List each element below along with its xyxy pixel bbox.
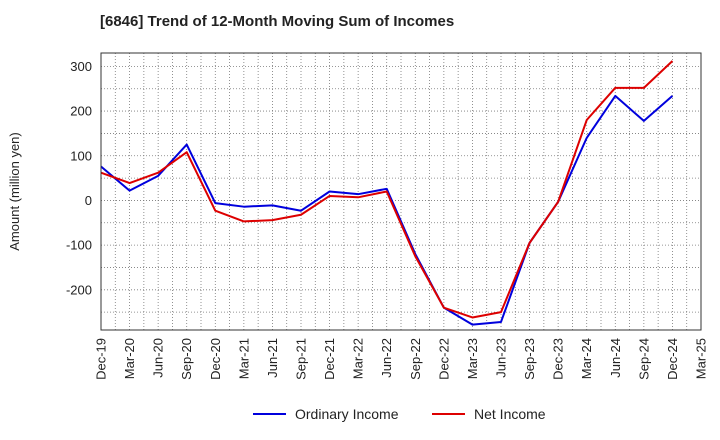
y-axis-title: Amount (million yen) (7, 132, 22, 251)
chart-title: [6846] Trend of 12-Month Moving Sum of I… (100, 13, 455, 30)
x-tick-label: Dec-22 (436, 338, 451, 380)
x-tick-label: Mar-25 (694, 338, 709, 379)
x-tick-label: Sep-21 (294, 338, 309, 380)
y-tick-label: -200 (66, 282, 92, 297)
x-tick-label: Dec-23 (551, 338, 566, 380)
gridlines (101, 53, 701, 330)
x-tick-label: Mar-20 (122, 338, 137, 379)
x-tick-label: Sep-22 (408, 338, 423, 380)
x-tick-label: Dec-19 (94, 338, 109, 380)
plot-frame (100, 52, 702, 331)
y-tick-label: 100 (70, 148, 92, 163)
legend-label-0: Ordinary Income (295, 406, 399, 422)
x-tick-labels: Dec-19 Mar-20 Jun-20 Sep-20 Dec-20 Mar-21 Jun-… (94, 338, 709, 380)
x-tick-label: Jun-22 (379, 338, 394, 378)
x-tick-label: Dec-24 (665, 338, 680, 380)
series-line-1 (100, 60, 674, 319)
x-tick-label: Mar-23 (465, 338, 480, 379)
series-lines (100, 60, 674, 326)
x-tick-label: Mar-24 (579, 338, 594, 379)
y-tick-labels: -200 -100 0 100 200 300 (66, 59, 92, 297)
x-tick-label: Mar-21 (236, 338, 251, 379)
y-tick-label: 300 (70, 59, 92, 74)
y-tick-label: -100 (66, 238, 92, 253)
legend: Ordinary Income Net Income (253, 406, 546, 422)
x-tick-label: Dec-21 (322, 338, 337, 380)
x-tick-label: Jun-24 (608, 338, 623, 378)
y-tick-label: 200 (70, 104, 92, 119)
x-tick-label: Mar-22 (351, 338, 366, 379)
legend-label-1: Net Income (474, 406, 546, 422)
x-tick-label: Sep-20 (179, 338, 194, 380)
x-tick-label: Sep-23 (522, 338, 537, 380)
x-tick-label: Jun-20 (151, 338, 166, 378)
y-tick-label: 0 (85, 193, 92, 208)
series-line-0 (100, 94, 674, 326)
x-tick-label: Sep-24 (636, 338, 651, 380)
x-tick-label: Jun-23 (494, 338, 509, 378)
x-tick-label: Dec-20 (208, 338, 223, 380)
x-tick-label: Jun-21 (265, 338, 280, 378)
